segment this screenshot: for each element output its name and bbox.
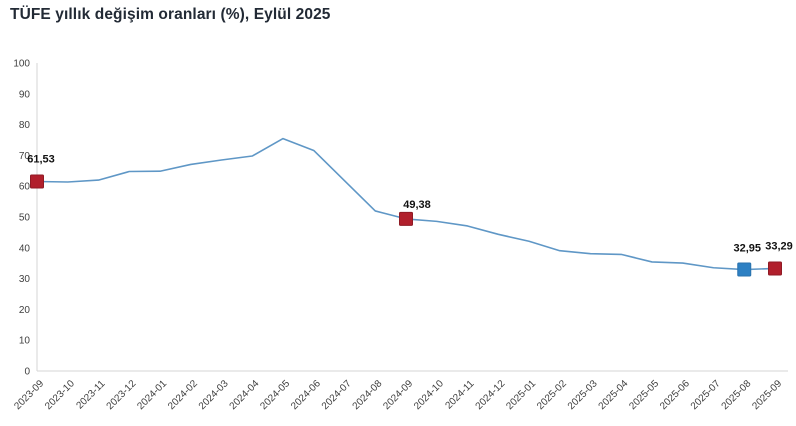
y-axis-tick-label: 10 <box>19 336 31 347</box>
y-axis-tick-label: 40 <box>19 243 31 254</box>
x-axis-tick-label: 2023-11 <box>74 378 108 412</box>
x-axis-tick-label: 2025-08 <box>720 378 754 412</box>
y-axis-tick-label: 90 <box>19 89 31 100</box>
y-axis-tick-label: 0 <box>24 367 30 378</box>
x-axis-tick-label: 2025-02 <box>535 378 569 412</box>
x-axis-tick-label: 2025-01 <box>504 378 538 412</box>
y-axis-tick-label: 60 <box>19 182 31 193</box>
y-axis-tick-label: 30 <box>19 274 31 285</box>
x-axis-tick-label: 2024-09 <box>381 378 415 412</box>
x-axis-tick-label: 2024-07 <box>320 378 354 412</box>
x-axis-tick-label: 2025-07 <box>689 378 723 412</box>
y-axis-tick-label: 70 <box>19 151 31 162</box>
data-point-label: 32,95 <box>733 243 761 255</box>
y-axis-tick-label: 100 <box>13 59 30 70</box>
data-point-marker <box>737 262 752 277</box>
x-axis-tick-label: 2025-09 <box>750 378 784 412</box>
x-axis-tick-label: 2025-05 <box>627 378 661 412</box>
x-axis-tick-label: 2024-11 <box>443 378 477 412</box>
data-point-label: 61,53 <box>27 153 55 165</box>
x-axis-tick-label: 2023-10 <box>43 378 77 412</box>
y-axis-tick-label: 50 <box>19 213 31 224</box>
x-axis-tick-label: 2024-03 <box>197 378 231 412</box>
data-point-marker <box>399 211 413 226</box>
x-axis-tick-label: 2024-10 <box>412 378 446 412</box>
x-axis-tick-label: 2024-06 <box>289 378 323 412</box>
chart-title: TÜFE yıllık değişim oranları (%), Eylül … <box>10 6 331 23</box>
y-axis-tick-label: 20 <box>19 305 31 316</box>
x-axis-tick-label: 2025-04 <box>597 378 631 412</box>
x-axis-tick-label: 2025-03 <box>566 378 600 412</box>
x-axis-tick-label: 2025-06 <box>658 378 692 412</box>
data-point-label: 49,38 <box>403 199 431 211</box>
y-axis-tick-label: 80 <box>19 120 31 131</box>
x-axis-tick-label: 2024-08 <box>351 378 385 412</box>
x-axis-tick-label: 2023-09 <box>12 378 46 412</box>
data-point-marker <box>30 174 44 189</box>
data-point-label: 33,29 <box>765 240 793 252</box>
x-axis-tick-label: 2024-05 <box>258 378 292 412</box>
data-point-marker <box>768 261 782 276</box>
x-axis-tick-label: 2023-12 <box>105 378 139 412</box>
x-axis-tick-label: 2024-04 <box>228 378 262 412</box>
x-axis-tick-label: 2024-01 <box>135 378 169 412</box>
x-axis-tick-label: 2024-12 <box>474 378 508 412</box>
x-axis-tick-label: 2024-02 <box>166 378 200 412</box>
